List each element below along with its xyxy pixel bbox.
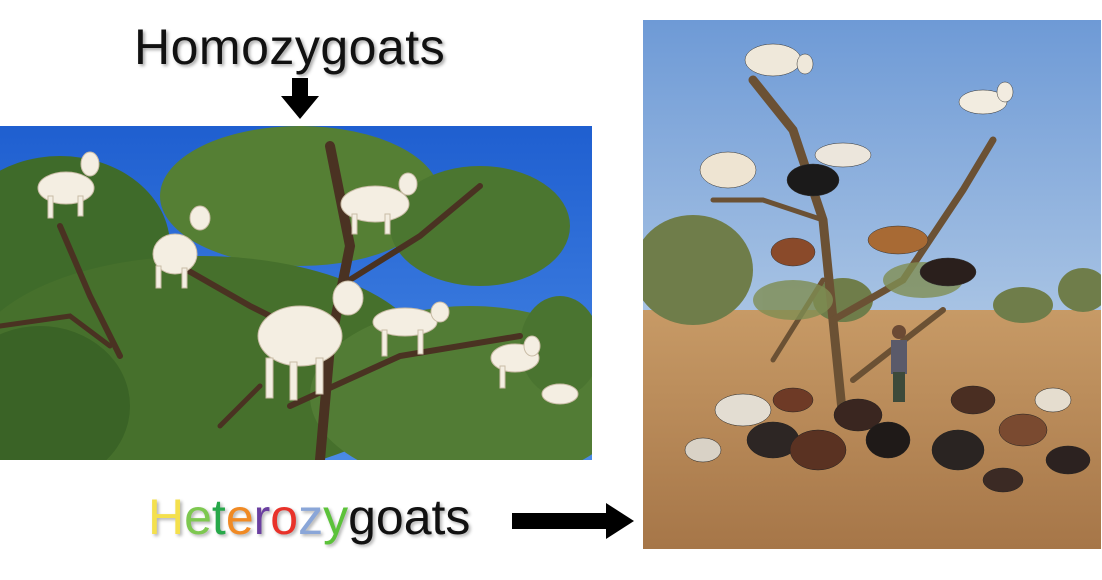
goat bbox=[814, 142, 872, 168]
down-arrow-icon bbox=[281, 78, 319, 119]
herder bbox=[891, 325, 907, 402]
tree-foliage bbox=[0, 126, 592, 460]
goats bbox=[37, 151, 579, 405]
right-arrow-icon bbox=[512, 503, 634, 539]
goat bbox=[152, 205, 211, 289]
heterozygoats-photo bbox=[643, 20, 1101, 549]
letter-H: H bbox=[148, 489, 185, 545]
goat bbox=[919, 257, 977, 287]
homozygoats-photo bbox=[0, 126, 592, 460]
goat bbox=[744, 43, 814, 77]
goat bbox=[541, 383, 579, 405]
letter-t: t bbox=[211, 489, 226, 545]
goat bbox=[340, 172, 418, 235]
heterozygoats-label: Heterozygoats bbox=[148, 488, 470, 546]
letter-r: r bbox=[253, 489, 271, 545]
goat bbox=[867, 225, 929, 255]
goat bbox=[958, 81, 1014, 115]
goat bbox=[490, 335, 541, 389]
homozygoats-label: Homozygoats bbox=[134, 19, 446, 75]
suffix-goats: goats bbox=[348, 489, 471, 545]
goat bbox=[372, 301, 450, 357]
goat bbox=[257, 280, 364, 401]
goats-on-ground bbox=[684, 385, 1091, 493]
letter-z: z bbox=[298, 489, 324, 545]
goats-in-tree bbox=[699, 43, 1014, 287]
letter-y: y bbox=[323, 489, 349, 545]
goat bbox=[786, 163, 840, 197]
letter-e2: e bbox=[225, 489, 254, 545]
goat bbox=[37, 151, 100, 219]
goat bbox=[699, 151, 757, 189]
goat bbox=[770, 237, 816, 267]
letter-o: o bbox=[270, 489, 299, 545]
letter-e: e bbox=[184, 489, 212, 545]
